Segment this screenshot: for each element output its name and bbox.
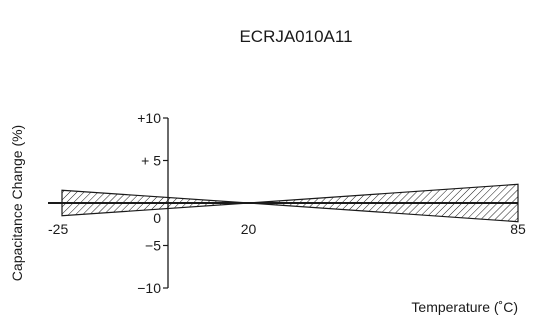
y-axis-label: Capacitance Change (%): [9, 125, 25, 281]
x-tick-layer: -25 20 85: [48, 221, 526, 237]
y-tick-label: 0: [153, 210, 161, 226]
y-tick-label: + 5: [141, 153, 161, 169]
y-tick-label: −5: [145, 238, 161, 254]
chart-title: ECRJA010A11: [239, 27, 352, 46]
x-tick-label: 85: [510, 221, 526, 237]
x-axis-label: Temperature (˚C): [411, 299, 518, 315]
x-tick-label: -25: [48, 221, 68, 237]
y-tick-layer: +10 + 5 0 −5 −10: [137, 110, 168, 296]
x-tick-label: 20: [241, 221, 257, 237]
y-tick-label: +10: [137, 110, 161, 126]
y-tick-label: −10: [137, 280, 161, 296]
